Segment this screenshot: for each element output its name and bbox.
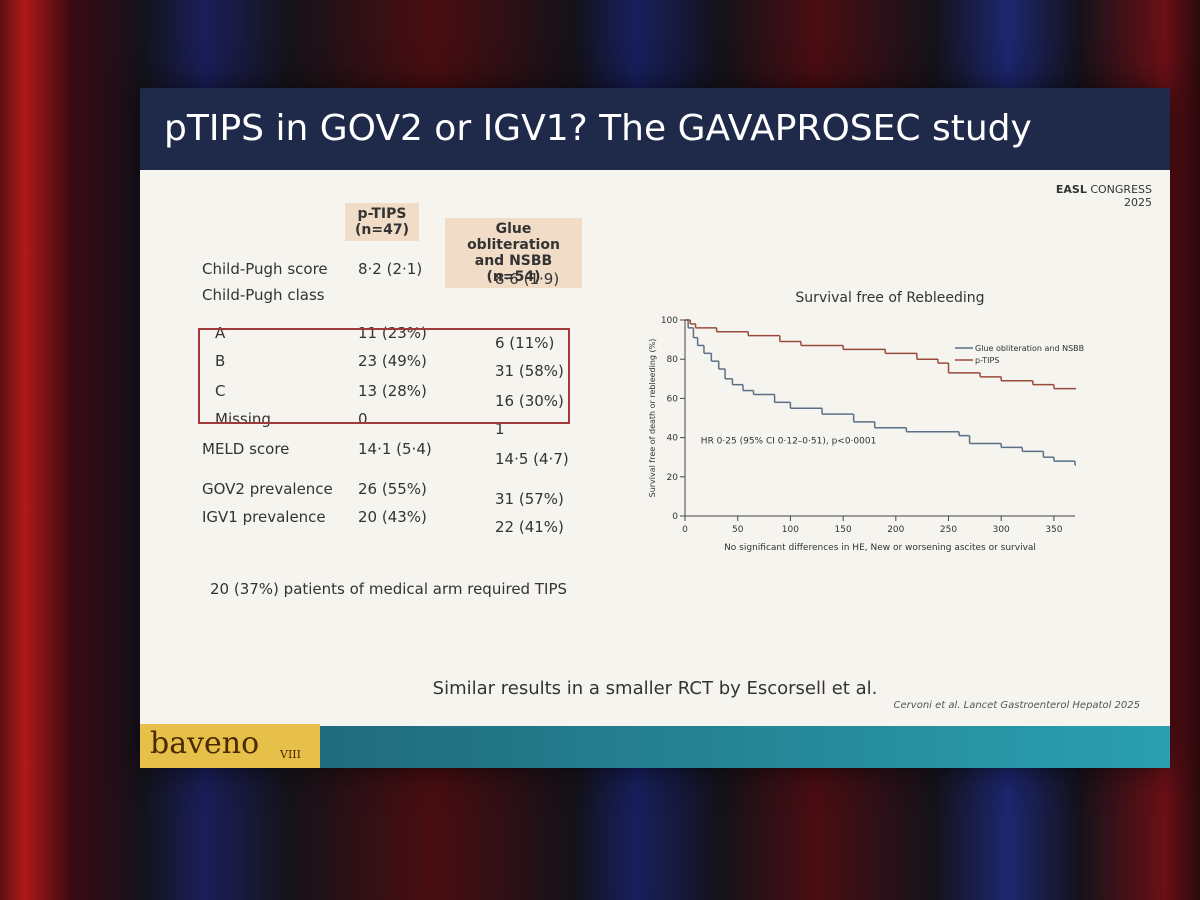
logo-event: CONGRESS xyxy=(1090,183,1152,196)
footer-text: Similar results in a smaller RCT by Esco… xyxy=(432,678,878,699)
cell-value: 22 (41%) xyxy=(495,518,564,536)
column-header: Glue obliteration and NSBB (n=54) xyxy=(445,218,582,288)
cell-value: 0 xyxy=(358,410,368,428)
cell-value: 1 xyxy=(495,420,505,438)
cell-value: 14·5 (4·7) xyxy=(495,450,569,468)
chart-title: Survival free of Rebleeding xyxy=(795,290,984,306)
cell-value: 14·1 (5·4) xyxy=(358,440,432,458)
x-tick-label: 100 xyxy=(782,525,799,535)
x-tick-label: 150 xyxy=(835,525,852,535)
title-band: pTIPS in GOV2 or IGV1? The GAVAPROSEC st… xyxy=(140,88,1170,170)
x-tick-label: 200 xyxy=(887,525,904,535)
cell-value: 23 (49%) xyxy=(358,352,427,370)
chart: Survival free of Rebleeding 0 20 40 60 80 100… xyxy=(648,290,1084,553)
annotation: HR 0·25 (95% CI 0·12–0·51), p<0·0001 xyxy=(701,436,877,446)
cell-value: 6 (11%) xyxy=(495,334,555,352)
logo-name: EASL xyxy=(1055,183,1087,196)
x-axis-label: No significant differences in HE, New or… xyxy=(724,543,1036,553)
row-label: GOV2 prevalence xyxy=(202,480,333,498)
y-tick-label: 20 xyxy=(667,473,679,483)
y-tick-label: 40 xyxy=(667,434,679,444)
logo-year: 2025 xyxy=(1124,196,1152,209)
y-tick-label: 0 xyxy=(672,512,678,522)
x-tick-label: 300 xyxy=(993,525,1010,535)
cell-value: 31 (57%) xyxy=(495,490,564,508)
row-label: A xyxy=(215,324,226,342)
cell-value: 13 (28%) xyxy=(358,382,427,400)
class-box xyxy=(198,328,570,424)
row-label: IGV1 prevalence xyxy=(202,508,326,526)
x-tick-label: 350 xyxy=(1045,525,1062,535)
cell-value: 20 (43%) xyxy=(358,508,427,526)
note: 20 (37%) patients of medical arm require… xyxy=(210,580,568,598)
y-tick-label: 80 xyxy=(667,355,679,365)
logo: EASL CONGRESS 2025 xyxy=(1056,183,1152,209)
y-tick-label: 100 xyxy=(661,316,678,326)
x-tick-label: 0 xyxy=(682,525,688,535)
y-axis-label: Survival free of death or rebleeding (%) xyxy=(648,339,657,498)
brand: baveno VIII xyxy=(140,724,320,768)
citation: Cervoni et al. Lancet Gastroenterol Hepa… xyxy=(893,700,1140,711)
cell-value: 16 (30%) xyxy=(495,392,564,410)
x-tick-label: 50 xyxy=(732,525,744,535)
legend-label: p-TIPS xyxy=(975,356,999,365)
row-label: C xyxy=(215,382,226,400)
row-label: Child-Pugh score xyxy=(202,260,328,278)
cell-value: 26 (55%) xyxy=(358,480,427,498)
slide-title: pTIPS in GOV2 or IGV1? The GAVAPROSEC st… xyxy=(164,108,1032,149)
row-label: MELD score xyxy=(202,440,290,458)
row-label: B xyxy=(215,352,226,370)
row-label: Child-Pugh class xyxy=(202,286,325,304)
legend-label: Glue obliteration and NSBB xyxy=(975,344,1084,353)
cell-value: 8·6 (1·9) xyxy=(495,270,560,288)
cell-value: 31 (58%) xyxy=(495,362,564,380)
cell-value: 8·2 (2·1) xyxy=(358,260,423,278)
brand-number: VIII xyxy=(280,748,301,761)
column-header: p-TIPS (n=47) xyxy=(345,203,419,241)
brand-name: baveno xyxy=(150,726,260,761)
x-tick-label: 250 xyxy=(940,525,957,535)
slide: pTIPS in GOV2 or IGV1? The GAVAPROSEC st… xyxy=(140,88,1170,768)
y-tick-label: 60 xyxy=(667,394,679,404)
